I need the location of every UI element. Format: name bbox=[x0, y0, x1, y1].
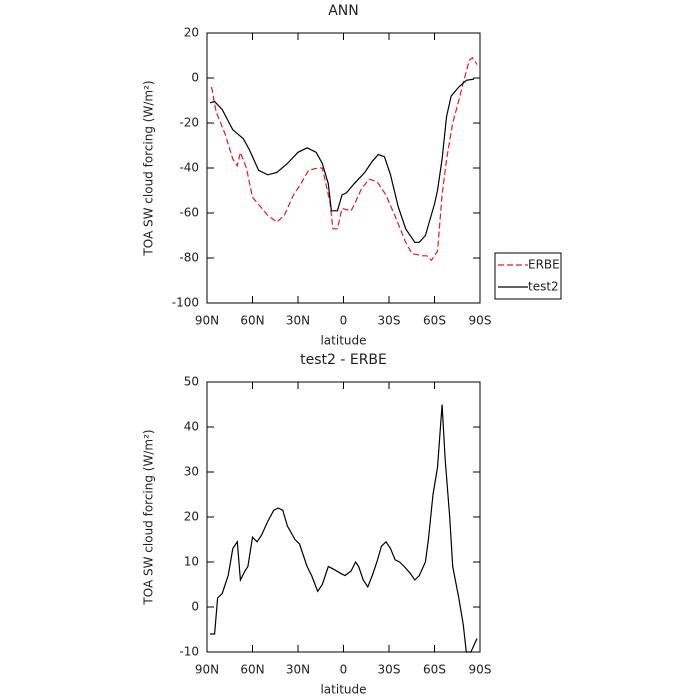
data-line bbox=[210, 404, 478, 653]
x-tick-label: 30S bbox=[378, 663, 401, 677]
x-tick-label: 30S bbox=[378, 314, 401, 328]
x-tick-label: 30N bbox=[286, 314, 310, 328]
y-tick-label: 30 bbox=[184, 465, 199, 479]
y-tick-label: 20 bbox=[184, 510, 199, 524]
x-tick-label: 60S bbox=[423, 314, 446, 328]
y-tick-label: 20 bbox=[184, 26, 199, 40]
y-axis-label: TOA SW cloud forcing (W/m²) bbox=[142, 80, 156, 256]
legend-label: ERBE bbox=[528, 258, 560, 272]
legend-label: test2 bbox=[528, 280, 559, 294]
y-tick-label: 40 bbox=[184, 420, 199, 434]
x-tick-label: 60N bbox=[240, 663, 264, 677]
x-tick-label: 90N bbox=[195, 663, 219, 677]
y-tick-label: 0 bbox=[191, 600, 199, 614]
y-tick-label: -100 bbox=[172, 296, 199, 310]
y-tick-label: -10 bbox=[179, 645, 199, 659]
y-tick-label: -60 bbox=[179, 206, 199, 220]
x-tick-label: 60S bbox=[423, 663, 446, 677]
data-line bbox=[209, 78, 474, 243]
y-axis-label: TOA SW cloud forcing (W/m²) bbox=[142, 429, 156, 605]
plot-frame bbox=[206, 32, 481, 304]
y-tick-label: -80 bbox=[179, 251, 199, 265]
x-tick-label: 60N bbox=[240, 314, 264, 328]
y-tick-label: 0 bbox=[191, 71, 199, 85]
data-line bbox=[211, 56, 478, 262]
x-tick-label: 0 bbox=[340, 314, 348, 328]
y-tick-label: 50 bbox=[184, 375, 199, 389]
y-tick-label: -40 bbox=[179, 161, 199, 175]
x-tick-label: 0 bbox=[340, 663, 348, 677]
x-axis-label: latitude bbox=[320, 334, 366, 348]
chart-title: ANN bbox=[328, 3, 359, 19]
y-tick-label: -20 bbox=[179, 116, 199, 130]
y-tick-label: 10 bbox=[184, 555, 199, 569]
x-tick-label: 90S bbox=[469, 314, 492, 328]
x-tick-label: 90N bbox=[195, 314, 219, 328]
x-tick-label: 30N bbox=[286, 663, 310, 677]
x-axis-label: latitude bbox=[320, 683, 366, 697]
plot-frame bbox=[206, 381, 481, 653]
x-tick-label: 90S bbox=[469, 663, 492, 677]
legend-box bbox=[494, 252, 562, 300]
chart-title: test2 - ERBE bbox=[300, 352, 387, 368]
